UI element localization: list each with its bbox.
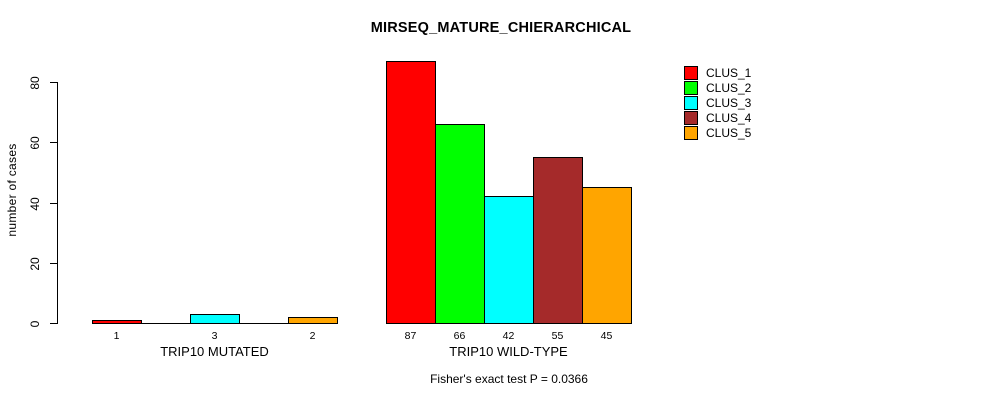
y-tick-label: 40	[28, 196, 42, 211]
legend-label: CLUS_5	[706, 126, 752, 140]
legend-label: CLUS_1	[706, 66, 752, 80]
legend-swatch-clus_2	[684, 81, 698, 95]
bar-value-label: 45	[600, 330, 613, 342]
bar-value-label: 66	[453, 330, 466, 342]
bar-value-label: 42	[502, 330, 515, 342]
y-axis-line	[57, 82, 58, 324]
legend-swatch-clus_3	[684, 96, 698, 110]
bar-value-label: 55	[551, 330, 564, 342]
bar-clus_2-2	[435, 124, 485, 324]
y-axis-tick	[50, 82, 57, 83]
bar-value-label: 1	[113, 330, 120, 342]
bar-value-label: 87	[404, 330, 417, 342]
legend-swatch-clus_5	[684, 126, 698, 140]
bar-clus_4-2	[533, 157, 583, 324]
y-tick-label: 80	[28, 75, 42, 90]
bar-clus_1-2	[386, 61, 436, 324]
bar-value-label: 2	[309, 330, 316, 342]
bar-value-label: 3	[211, 330, 218, 342]
group-label: TRIP10 WILD-TYPE	[449, 344, 568, 359]
annotation-text: Fisher's exact test P = 0.0366	[430, 372, 588, 386]
y-axis-tick	[50, 263, 57, 264]
legend-swatch-clus_4	[684, 111, 698, 125]
bar-clus_1-1	[92, 320, 142, 324]
bar-clus_5-1	[288, 317, 338, 324]
y-axis-tick	[50, 203, 57, 204]
group-label: TRIP10 MUTATED	[160, 344, 269, 359]
bar-clus_3-2	[484, 196, 534, 324]
y-axis-tick	[50, 323, 57, 324]
legend-swatch-clus_1	[684, 66, 698, 80]
legend-label: CLUS_4	[706, 111, 752, 125]
legend-label: CLUS_3	[706, 96, 752, 110]
bar-clus_3-1	[190, 314, 240, 324]
y-tick-label: 60	[28, 135, 42, 150]
y-tick-label: 20	[28, 256, 42, 271]
y-axis-tick	[50, 142, 57, 143]
chart-title: MIRSEQ_MATURE_CHIERARCHICAL	[370, 20, 632, 36]
bar-clus_5-2	[582, 187, 632, 324]
y-tick-label: 0	[28, 320, 42, 327]
legend-label: CLUS_2	[706, 81, 752, 95]
